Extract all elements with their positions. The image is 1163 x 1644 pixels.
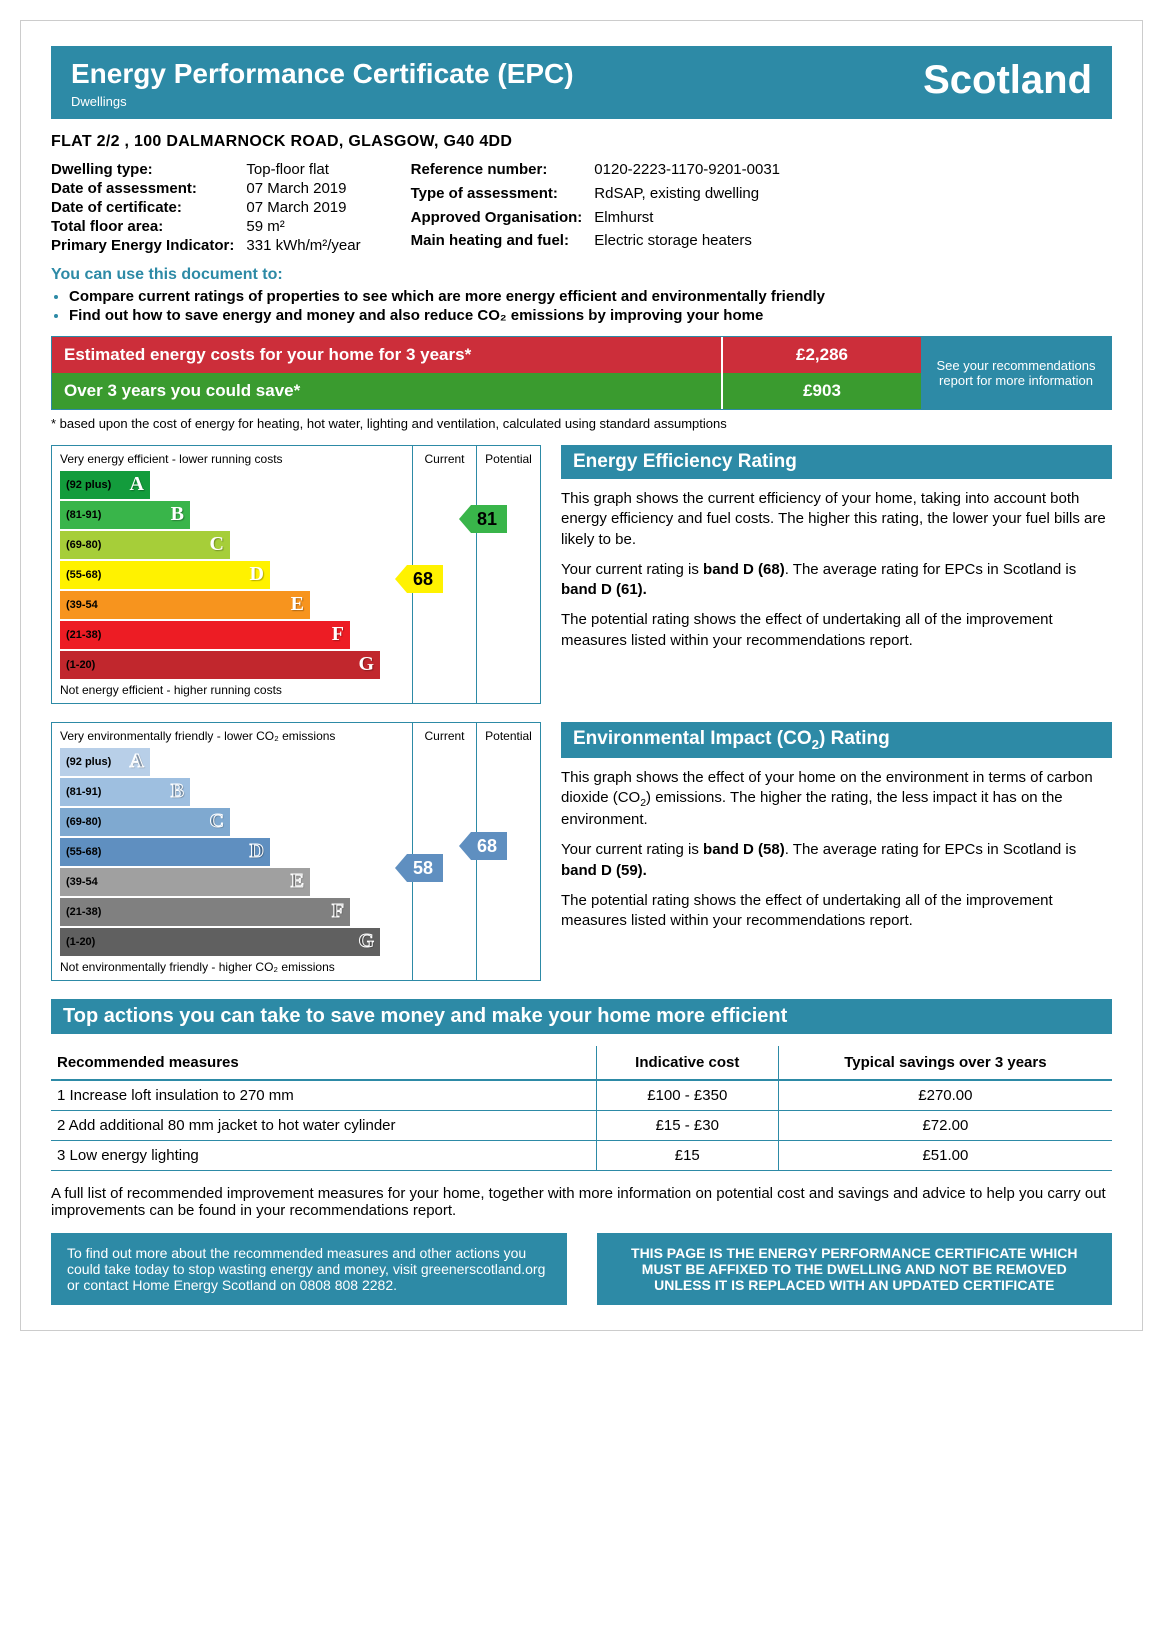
use-doc-list: Compare current ratings of properties to… [51,288,1112,324]
cost-label-estimated: Estimated energy costs for your home for… [52,337,721,373]
actions-header-savings: Typical savings over 3 years [778,1046,1112,1080]
actions-header-measure: Recommended measures [51,1046,596,1080]
band-bar-G: (1-20)G [60,651,380,679]
efficiency-top-caption: Very energy efficient - lower running co… [60,452,404,466]
detail-value: 331 kWh/m²/year [246,237,360,254]
rating-pointer: 68 [407,565,443,593]
detail-value: Electric storage heaters [594,232,780,254]
detail-value: Elmhurst [594,209,780,231]
bottom-right-box: THIS PAGE IS THE ENERGY PERFORMANCE CERT… [597,1233,1113,1305]
header-title: Energy Performance Certificate (EPC) [71,58,574,90]
efficiency-p2: Your current rating is band D (68). The … [561,560,1112,601]
impact-potential-header: Potential [477,723,540,751]
band-bar-C: (69-80)C [60,531,230,559]
details-right-column: Reference number: 0120-2223-1170-9201-003… [411,161,780,254]
detail-label: Dwelling type: [51,161,234,178]
band-bar-D: (55-68)D [60,561,270,589]
impact-top-caption: Very environmentally friendly - lower CO… [60,729,404,743]
efficiency-potential-header: Potential [477,446,540,474]
property-address: FLAT 2/2 , 100 DALMARNOCK ROAD, GLASGOW,… [51,133,1112,151]
band-bar-B: (81-91)B [60,778,190,806]
detail-value: 07 March 2019 [246,180,360,197]
band-bar-B: (81-91)B [60,501,190,529]
detail-value: 59 m² [246,218,360,235]
rating-pointer: 68 [471,832,507,860]
details-grid: Dwelling type: Top-floor flat Date of asse… [51,161,1112,254]
header-banner: Energy Performance Certificate (EPC) Dwe… [51,46,1112,119]
impact-p3: The potential rating shows the effect of… [561,891,1112,932]
detail-label: Approved Organisation: [411,209,583,231]
bottom-left-box: To find out more about the recommended m… [51,1233,567,1305]
detail-value: 0120-2223-1170-9201-0031 [594,161,780,183]
efficiency-p3: The potential rating shows the effect of… [561,610,1112,651]
rating-pointer: 81 [471,505,507,533]
actions-title: Top actions you can take to save money a… [51,999,1112,1034]
epc-page: Energy Performance Certificate (EPC) Dwe… [20,20,1143,1331]
cost-info-box: See your recommendations report for more… [921,337,1111,409]
cost-footnote: * based upon the cost of energy for heat… [51,416,1112,431]
impact-p1: This graph shows the effect of your home… [561,768,1112,831]
band-bar-A: (92 plus)A [60,471,150,499]
band-bar-A: (92 plus)A [60,748,150,776]
use-doc-title: You can use this document to: [51,266,1112,284]
table-row: 1 Increase loft insulation to 270 mm£100… [51,1080,1112,1111]
detail-value: RdSAP, existing dwelling [594,185,780,207]
detail-label: Main heating and fuel: [411,232,583,254]
efficiency-chart: Very energy efficient - lower running co… [51,445,541,704]
header-region: Scotland [923,58,1092,103]
band-bar-G: (1-20)G [60,928,380,956]
cost-value-savings: £903 [721,373,921,409]
impact-p2: Your current rating is band D (58). The … [561,840,1112,881]
detail-label: Total floor area: [51,218,234,235]
band-bar-D: (55-68)D [60,838,270,866]
band-bar-E: (39-54E [60,591,310,619]
use-doc-item: Find out how to save energy and money an… [69,307,1112,324]
header-subtitle: Dwellings [71,94,574,109]
band-bar-F: (21-38)F [60,898,350,926]
impact-bottom-caption: Not environmentally friendly - higher CO… [60,960,404,974]
detail-label: Date of assessment: [51,180,234,197]
cost-value-estimated: £2,286 [721,337,921,373]
band-bar-E: (39-54E [60,868,310,896]
detail-label: Primary Energy Indicator: [51,237,234,254]
efficiency-title: Energy Efficiency Rating [561,445,1112,479]
band-bar-C: (69-80)C [60,808,230,836]
detail-value: Top-floor flat [246,161,360,178]
cost-table: Estimated energy costs for your home for… [51,336,1112,410]
actions-footer-text: A full list of recommended improvement m… [51,1185,1112,1219]
table-row: 3 Low energy lighting£15£51.00 [51,1141,1112,1171]
efficiency-p1: This graph shows the current efficiency … [561,489,1112,550]
actions-table: Recommended measures Indicative cost Typ… [51,1046,1112,1171]
efficiency-current-header: Current [413,446,476,474]
band-bar-F: (21-38)F [60,621,350,649]
impact-title: Environmental Impact (CO2) Rating [561,722,1112,758]
detail-value: 07 March 2019 [246,199,360,216]
rating-pointer: 58 [407,854,443,882]
impact-chart: Very environmentally friendly - lower CO… [51,722,541,981]
detail-label: Reference number: [411,161,583,183]
efficiency-bottom-caption: Not energy efficient - higher running co… [60,683,404,697]
detail-label: Type of assessment: [411,185,583,207]
details-left-column: Dwelling type: Top-floor flat Date of asse… [51,161,361,254]
use-doc-item: Compare current ratings of properties to… [69,288,1112,305]
cost-label-savings: Over 3 years you could save* [52,373,721,409]
detail-label: Date of certificate: [51,199,234,216]
table-row: 2 Add additional 80 mm jacket to hot wat… [51,1111,1112,1141]
impact-current-header: Current [413,723,476,751]
actions-header-cost: Indicative cost [596,1046,778,1080]
